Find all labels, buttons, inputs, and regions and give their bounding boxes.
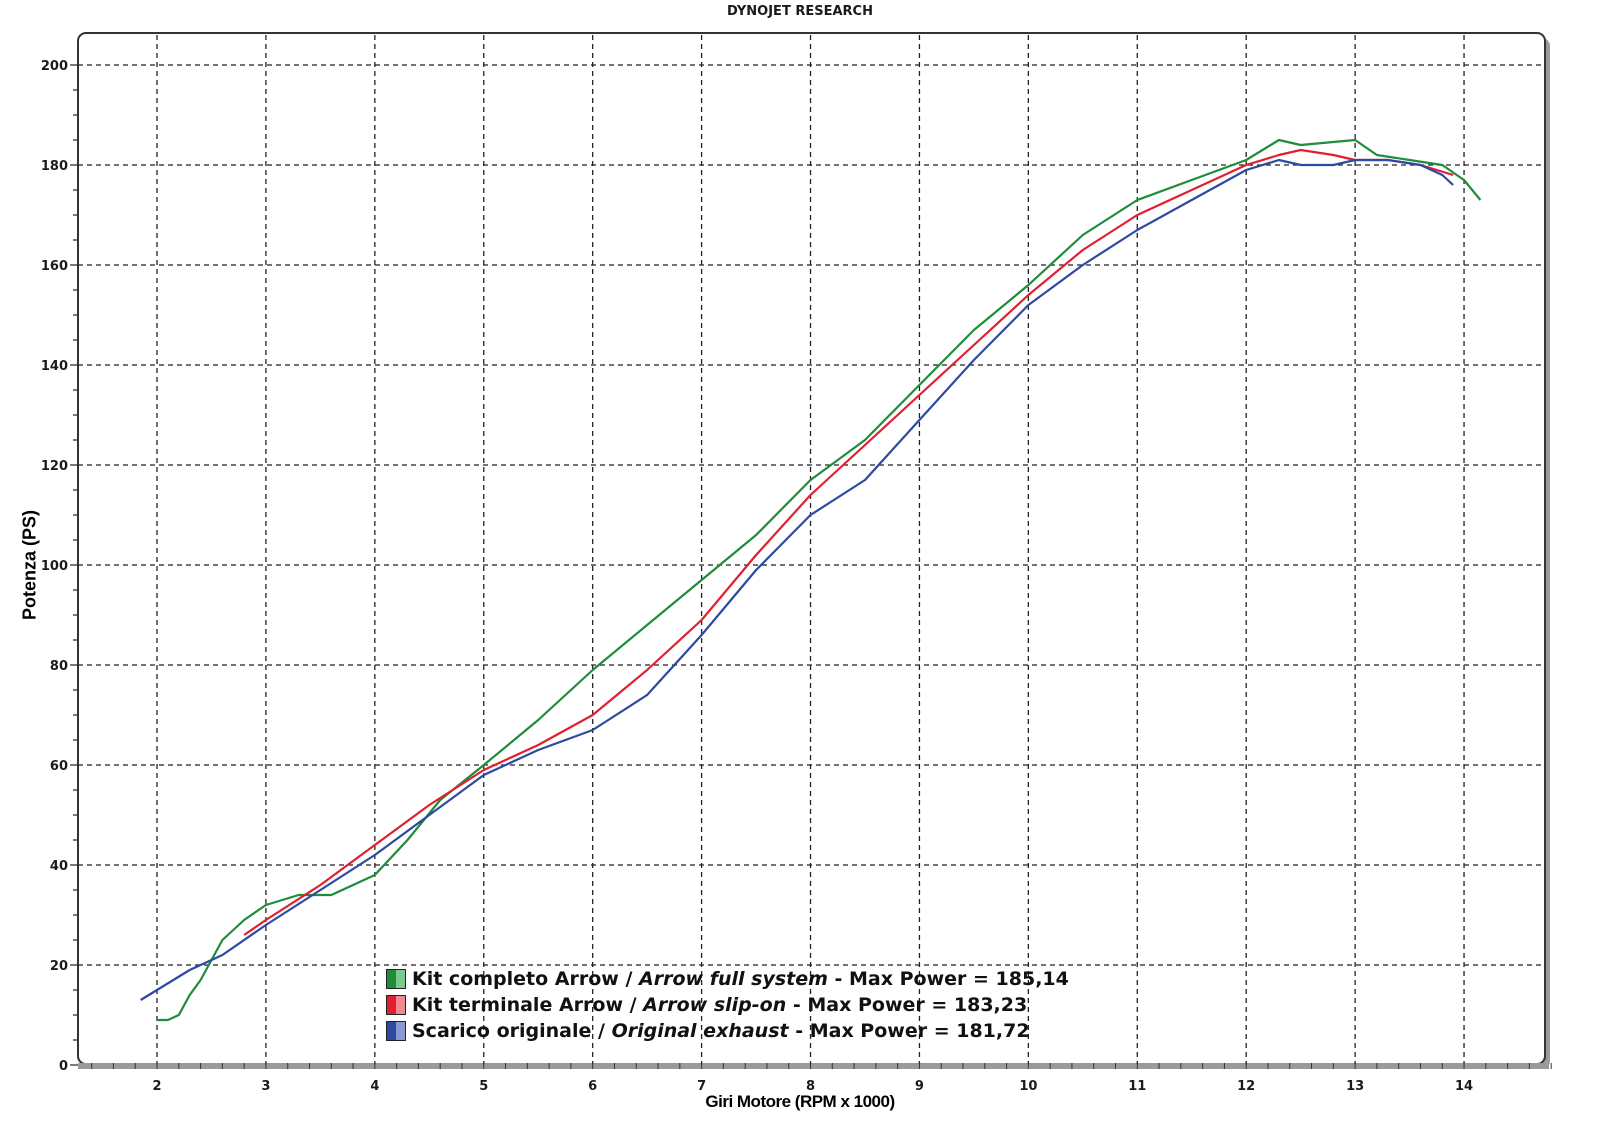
- svg-text:80: 80: [50, 659, 68, 674]
- legend-max-power: - Max Power = 185,14: [827, 968, 1069, 990]
- chart-title: DYNOJET RESEARCH: [727, 4, 873, 19]
- svg-text:40: 40: [50, 859, 68, 874]
- legend-label: Scarico originale: [412, 1020, 592, 1042]
- legend-item-slip-on: Kit terminale Arrow / Arrow slip-on - Ma…: [386, 992, 1069, 1018]
- svg-text:20: 20: [50, 959, 68, 974]
- svg-text:7: 7: [697, 1079, 706, 1094]
- svg-text:9: 9: [915, 1079, 924, 1094]
- green-swatch-icon: [386, 969, 406, 989]
- x-axis-label: Giri Motore (RPM x 1000): [705, 1092, 895, 1111]
- svg-text:60: 60: [50, 759, 68, 774]
- plot-frame: [77, 32, 1550, 1069]
- red-swatch-icon: [386, 995, 406, 1015]
- legend-label: Kit terminale Arrow: [412, 994, 623, 1016]
- svg-text:3: 3: [261, 1079, 270, 1094]
- svg-text:180: 180: [41, 159, 68, 174]
- series-line: [140, 158, 1454, 1001]
- svg-text:140: 140: [41, 359, 68, 374]
- svg-text:6: 6: [588, 1079, 597, 1094]
- svg-text:8: 8: [806, 1079, 815, 1094]
- legend-sep: /: [618, 968, 640, 990]
- legend-label-en: Arrow full system: [639, 968, 828, 990]
- svg-text:160: 160: [41, 259, 68, 274]
- svg-text:4: 4: [370, 1079, 379, 1094]
- svg-text:11: 11: [1128, 1079, 1146, 1094]
- svg-text:100: 100: [41, 559, 68, 574]
- y-axis-label: Potenza (PS): [19, 509, 40, 621]
- legend-item-full-system: Kit completo Arrow / Arrow full system -…: [386, 966, 1069, 992]
- legend: Kit completo Arrow / Arrow full system -…: [386, 966, 1069, 1044]
- legend-label: Kit completo Arrow: [412, 968, 619, 990]
- legend-max-power: - Max Power = 181,72: [788, 1020, 1030, 1042]
- svg-text:10: 10: [1019, 1079, 1037, 1094]
- legend-sep: /: [591, 1020, 612, 1042]
- legend-label-en: Original exhaust: [611, 1020, 789, 1042]
- axis-ticks: 0 20 40 60 80 100 120 140 160 180 200 2 3 4 5 6 7 8 9 10 11 1…: [41, 59, 1552, 1094]
- svg-text:200: 200: [41, 59, 68, 74]
- legend-sep: /: [623, 994, 644, 1016]
- svg-text:14: 14: [1455, 1079, 1473, 1094]
- blue-swatch-icon: [386, 1021, 406, 1041]
- series-line: [157, 138, 1482, 1022]
- svg-text:12: 12: [1237, 1079, 1255, 1094]
- grid-lines: [78, 35, 1545, 1064]
- data-series: [140, 138, 1482, 1022]
- svg-text:5: 5: [479, 1079, 488, 1094]
- legend-item-original: Scarico originale / Original exhaust - M…: [386, 1018, 1069, 1044]
- legend-max-power: - Max Power = 183,23: [786, 994, 1028, 1016]
- svg-text:13: 13: [1346, 1079, 1364, 1094]
- svg-text:2: 2: [152, 1079, 161, 1094]
- legend-label-en: Arrow slip-on: [643, 994, 787, 1016]
- svg-text:0: 0: [59, 1059, 68, 1074]
- series-line: [243, 148, 1454, 936]
- svg-text:120: 120: [41, 459, 68, 474]
